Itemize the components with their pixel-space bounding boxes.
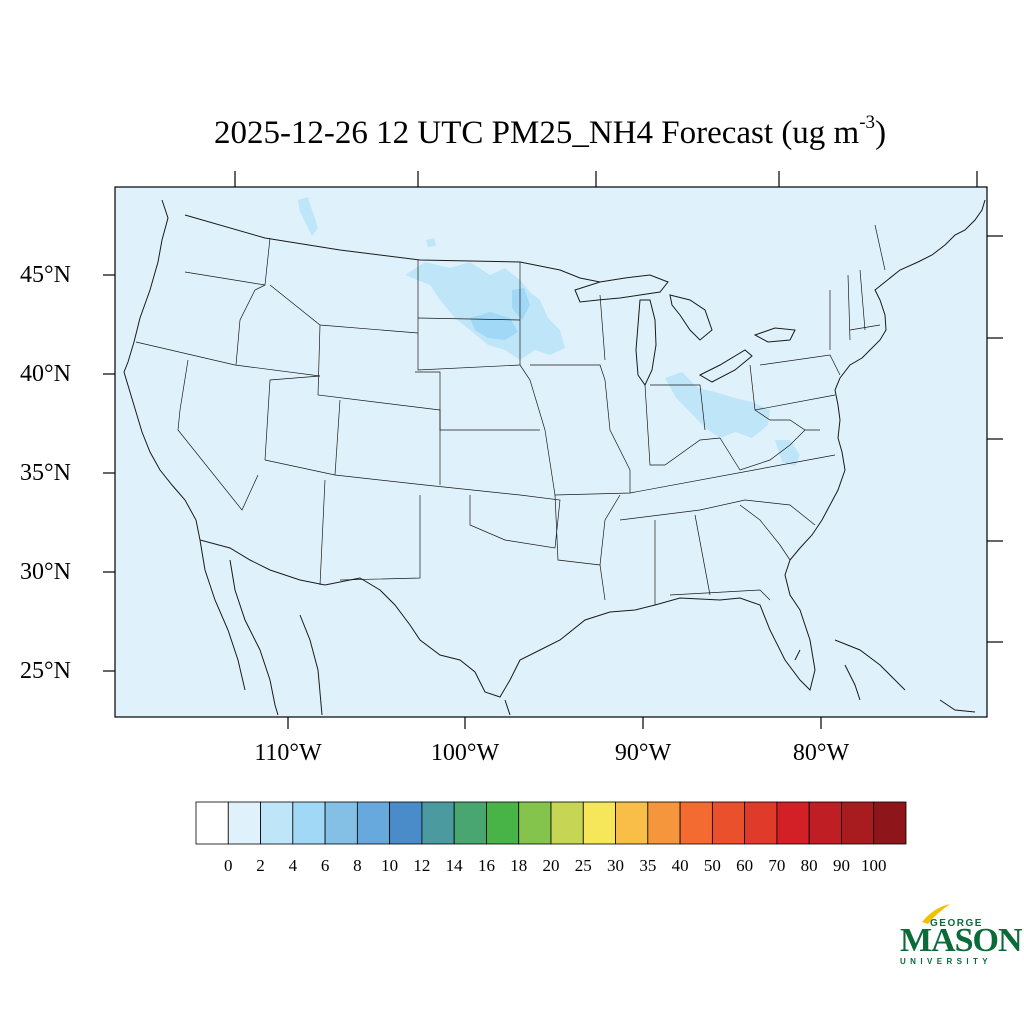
colorbar-tick-label: 16 bbox=[477, 856, 495, 875]
northern-border bbox=[184, 214, 601, 283]
logo-university: UNIVERSITY bbox=[900, 957, 993, 966]
title-superscript: -3 bbox=[859, 112, 876, 133]
lake-erie bbox=[698, 349, 753, 383]
colorbar-tick-label: 2 bbox=[256, 856, 265, 875]
title-text: 2025-12-26 12 UTC PM25_NH4 Forecast (ug … bbox=[213, 115, 860, 151]
plume-ohio-valley bbox=[665, 372, 770, 438]
map-ticks bbox=[103, 171, 1003, 729]
colorbar-tick-label: 70 bbox=[768, 856, 786, 875]
lake-huron bbox=[669, 294, 713, 341]
colorbar-tick-label: 80 bbox=[800, 856, 818, 875]
concentration-highlights bbox=[298, 197, 800, 466]
lat-label-25: 25°N bbox=[20, 658, 71, 684]
page-title: 2025-12-26 12 UTC PM25_NH4 Forecast (ug … bbox=[0, 112, 1024, 152]
lon-label-90: 90°W bbox=[614, 740, 672, 766]
colorbar-tick-label: 60 bbox=[736, 856, 754, 875]
colorbar-tick-label: 35 bbox=[639, 856, 657, 875]
colorbar-tick-label: 50 bbox=[703, 856, 721, 875]
colorbar-tick-label: 30 bbox=[607, 856, 625, 875]
lake-ontario bbox=[753, 327, 796, 343]
plume-washington bbox=[298, 197, 318, 236]
lat-label-35: 35°N bbox=[20, 460, 71, 486]
lake-superior bbox=[574, 274, 669, 303]
colorbar-tick-label: 40 bbox=[671, 856, 689, 875]
lat-label-30: 30°N bbox=[20, 559, 71, 585]
lon-label-100: 100°W bbox=[430, 740, 500, 766]
colorbar-tick-label: 0 bbox=[224, 856, 233, 875]
plume-virginia bbox=[775, 440, 800, 466]
logo-swoosh bbox=[922, 904, 950, 924]
title-close: ) bbox=[875, 115, 887, 151]
lon-label-80: 80°W bbox=[792, 740, 850, 766]
state-boundaries bbox=[135, 224, 886, 605]
colorbar-tick-label: 100 bbox=[860, 856, 887, 875]
colorbar-tick-label: 8 bbox=[353, 856, 362, 875]
great-lakes bbox=[574, 274, 796, 386]
map-frame bbox=[114, 186, 988, 718]
colorbar-tick-label: 20 bbox=[542, 856, 560, 875]
colorbar-tick-label: 4 bbox=[288, 856, 298, 875]
lat-label-45: 45°N bbox=[20, 262, 71, 288]
logo-mason: MASON bbox=[900, 922, 1023, 959]
gmu-logo: GEORGE MASON UNIVERSITY bbox=[898, 900, 1023, 970]
plume-core-mn bbox=[512, 288, 530, 320]
mexico-coast bbox=[199, 539, 976, 716]
plume-dakotas bbox=[405, 262, 565, 360]
us-outline bbox=[123, 199, 986, 698]
plume-montana bbox=[426, 238, 436, 247]
map-background bbox=[115, 187, 987, 717]
lon-label-110: 110°W bbox=[254, 740, 322, 766]
colorbar-tick-label: 25 bbox=[574, 856, 592, 875]
colorbar-tick-label: 6 bbox=[320, 856, 330, 875]
logo-george: GEORGE bbox=[930, 918, 983, 929]
lake-michigan bbox=[635, 299, 657, 386]
colorbar-tick-label: 18 bbox=[510, 856, 528, 875]
lat-label-40: 40°N bbox=[20, 361, 71, 387]
colorbar-tick-label: 12 bbox=[413, 856, 431, 875]
colorbar-tick-label: 90 bbox=[832, 856, 850, 875]
colorbar-tick-label: 10 bbox=[381, 856, 399, 875]
colorbar-tick-label: 14 bbox=[445, 856, 463, 875]
